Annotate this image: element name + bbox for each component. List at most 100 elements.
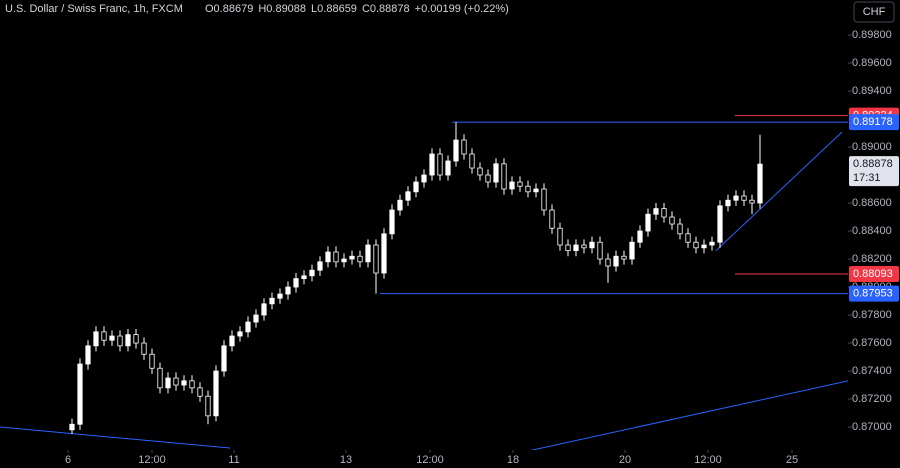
- candle-body: [461, 139, 467, 155]
- candle-body: [469, 153, 475, 169]
- candle-body: [613, 255, 619, 267]
- candle-body: [485, 174, 491, 183]
- y-tick-label: 0.87200: [852, 393, 892, 405]
- candle-body: [333, 251, 339, 263]
- y-tick-label: 0.87600: [852, 337, 892, 349]
- candle-body: [101, 331, 107, 341]
- candle-body: [173, 377, 179, 386]
- candle-body: [725, 199, 731, 207]
- candle-body: [125, 334, 131, 347]
- candle-body: [621, 255, 627, 260]
- candle-body: [477, 167, 483, 176]
- x-tick-label: 18: [507, 454, 519, 466]
- candle-body: [413, 181, 419, 193]
- candle-body: [501, 163, 507, 190]
- ohlc-value: +0.00199 (+0.22%): [415, 3, 509, 15]
- ohlc-value: C0.88878: [362, 3, 410, 15]
- candle-body: [341, 258, 347, 263]
- chart-title: U.S. Dollar / Swiss Franc, 1h, FXCM: [5, 3, 183, 15]
- x-tick-label: 12:00: [138, 454, 166, 466]
- candle-body: [661, 208, 667, 218]
- last-price-tag: [849, 156, 899, 187]
- plot-area: [0, 115, 848, 450]
- x-tick-label: 12:00: [416, 454, 444, 466]
- candle-body: [733, 195, 739, 201]
- candle-body: [197, 387, 203, 397]
- candle-body: [109, 335, 115, 341]
- candle-body: [685, 233, 691, 243]
- candle-body: [389, 209, 395, 235]
- x-tick-label: 13: [340, 454, 352, 466]
- candle-body: [645, 213, 651, 232]
- candle-body: [629, 241, 635, 260]
- candle-body: [373, 244, 379, 274]
- ohlc-value: O0.88679: [205, 3, 253, 15]
- candle-body: [453, 139, 459, 162]
- candle-body: [509, 181, 515, 190]
- candle-body: [493, 163, 499, 183]
- x-tick-label: 11: [228, 454, 239, 466]
- y-tick-label: 0.88400: [852, 225, 892, 237]
- candle-body: [517, 181, 523, 187]
- y-tick-label: 0.87800: [852, 309, 892, 321]
- candle-body: [157, 367, 163, 389]
- candle-body: [325, 251, 331, 263]
- price-tag-label: 0.87953: [853, 288, 893, 300]
- candle-body: [693, 241, 699, 249]
- price-axis: 0.87000 0.87200 0.87400 0.87600 0.87800 0.880…: [848, 29, 899, 433]
- candle-body: [165, 377, 171, 389]
- currency-button[interactable]: [853, 1, 895, 23]
- candle-body: [605, 258, 611, 267]
- candle-body: [293, 278, 299, 288]
- candle-body: [533, 188, 539, 193]
- candle-body: [149, 353, 155, 369]
- candle-body: [445, 160, 451, 176]
- x-tick-label: 6: [65, 454, 71, 466]
- price-tag: [849, 285, 899, 302]
- candle-body: [429, 153, 435, 176]
- candle-body: [357, 255, 363, 263]
- candle-body: [573, 244, 579, 252]
- trendline: [715, 131, 843, 251]
- y-tick-label: 0.89000: [852, 141, 892, 153]
- candle-body: [213, 370, 219, 417]
- candle-body: [525, 185, 531, 193]
- candle-body: [541, 188, 547, 211]
- x-tick-label: 20: [619, 454, 631, 466]
- candle-body: [285, 286, 291, 295]
- y-tick-label: 0.88600: [852, 197, 892, 209]
- candle-body: [245, 321, 251, 333]
- candle-body: [677, 223, 683, 235]
- candle-body: [597, 241, 603, 260]
- x-tick-label: 25: [786, 454, 798, 466]
- candle-body: [85, 345, 91, 365]
- candle-body: [701, 244, 707, 249]
- candle-body: [653, 208, 659, 215]
- candle-body: [669, 216, 675, 225]
- candle-body: [261, 303, 267, 316]
- candle-body: [349, 255, 355, 260]
- y-tick-label: 0.87000: [852, 421, 892, 433]
- candle-body: [741, 195, 747, 201]
- candle-body: [397, 199, 403, 211]
- trendline: [0, 426, 231, 449]
- candle-body: [253, 314, 259, 323]
- candle-body: [141, 342, 147, 355]
- price-tag: [849, 114, 899, 131]
- x-tick-label: 12:00: [694, 454, 722, 466]
- candle-body: [589, 241, 595, 249]
- candle-body: [381, 233, 387, 274]
- y-tick-label: 0.89600: [852, 57, 892, 69]
- ohlc-legend: O0.88679 H0.89088 L0.88659 C0.88878 +0.00199…: [205, 3, 509, 15]
- candle-body: [757, 163, 763, 204]
- currency-label[interactable]: CHF: [863, 6, 886, 18]
- candle-body: [69, 423, 75, 431]
- ohlc-value: L0.88659: [311, 3, 357, 15]
- candle-body: [93, 331, 99, 347]
- candle-body: [229, 335, 235, 347]
- candle-body: [77, 363, 83, 425]
- candle-body: [421, 174, 427, 183]
- price-tag-label: 0.89178: [853, 116, 893, 128]
